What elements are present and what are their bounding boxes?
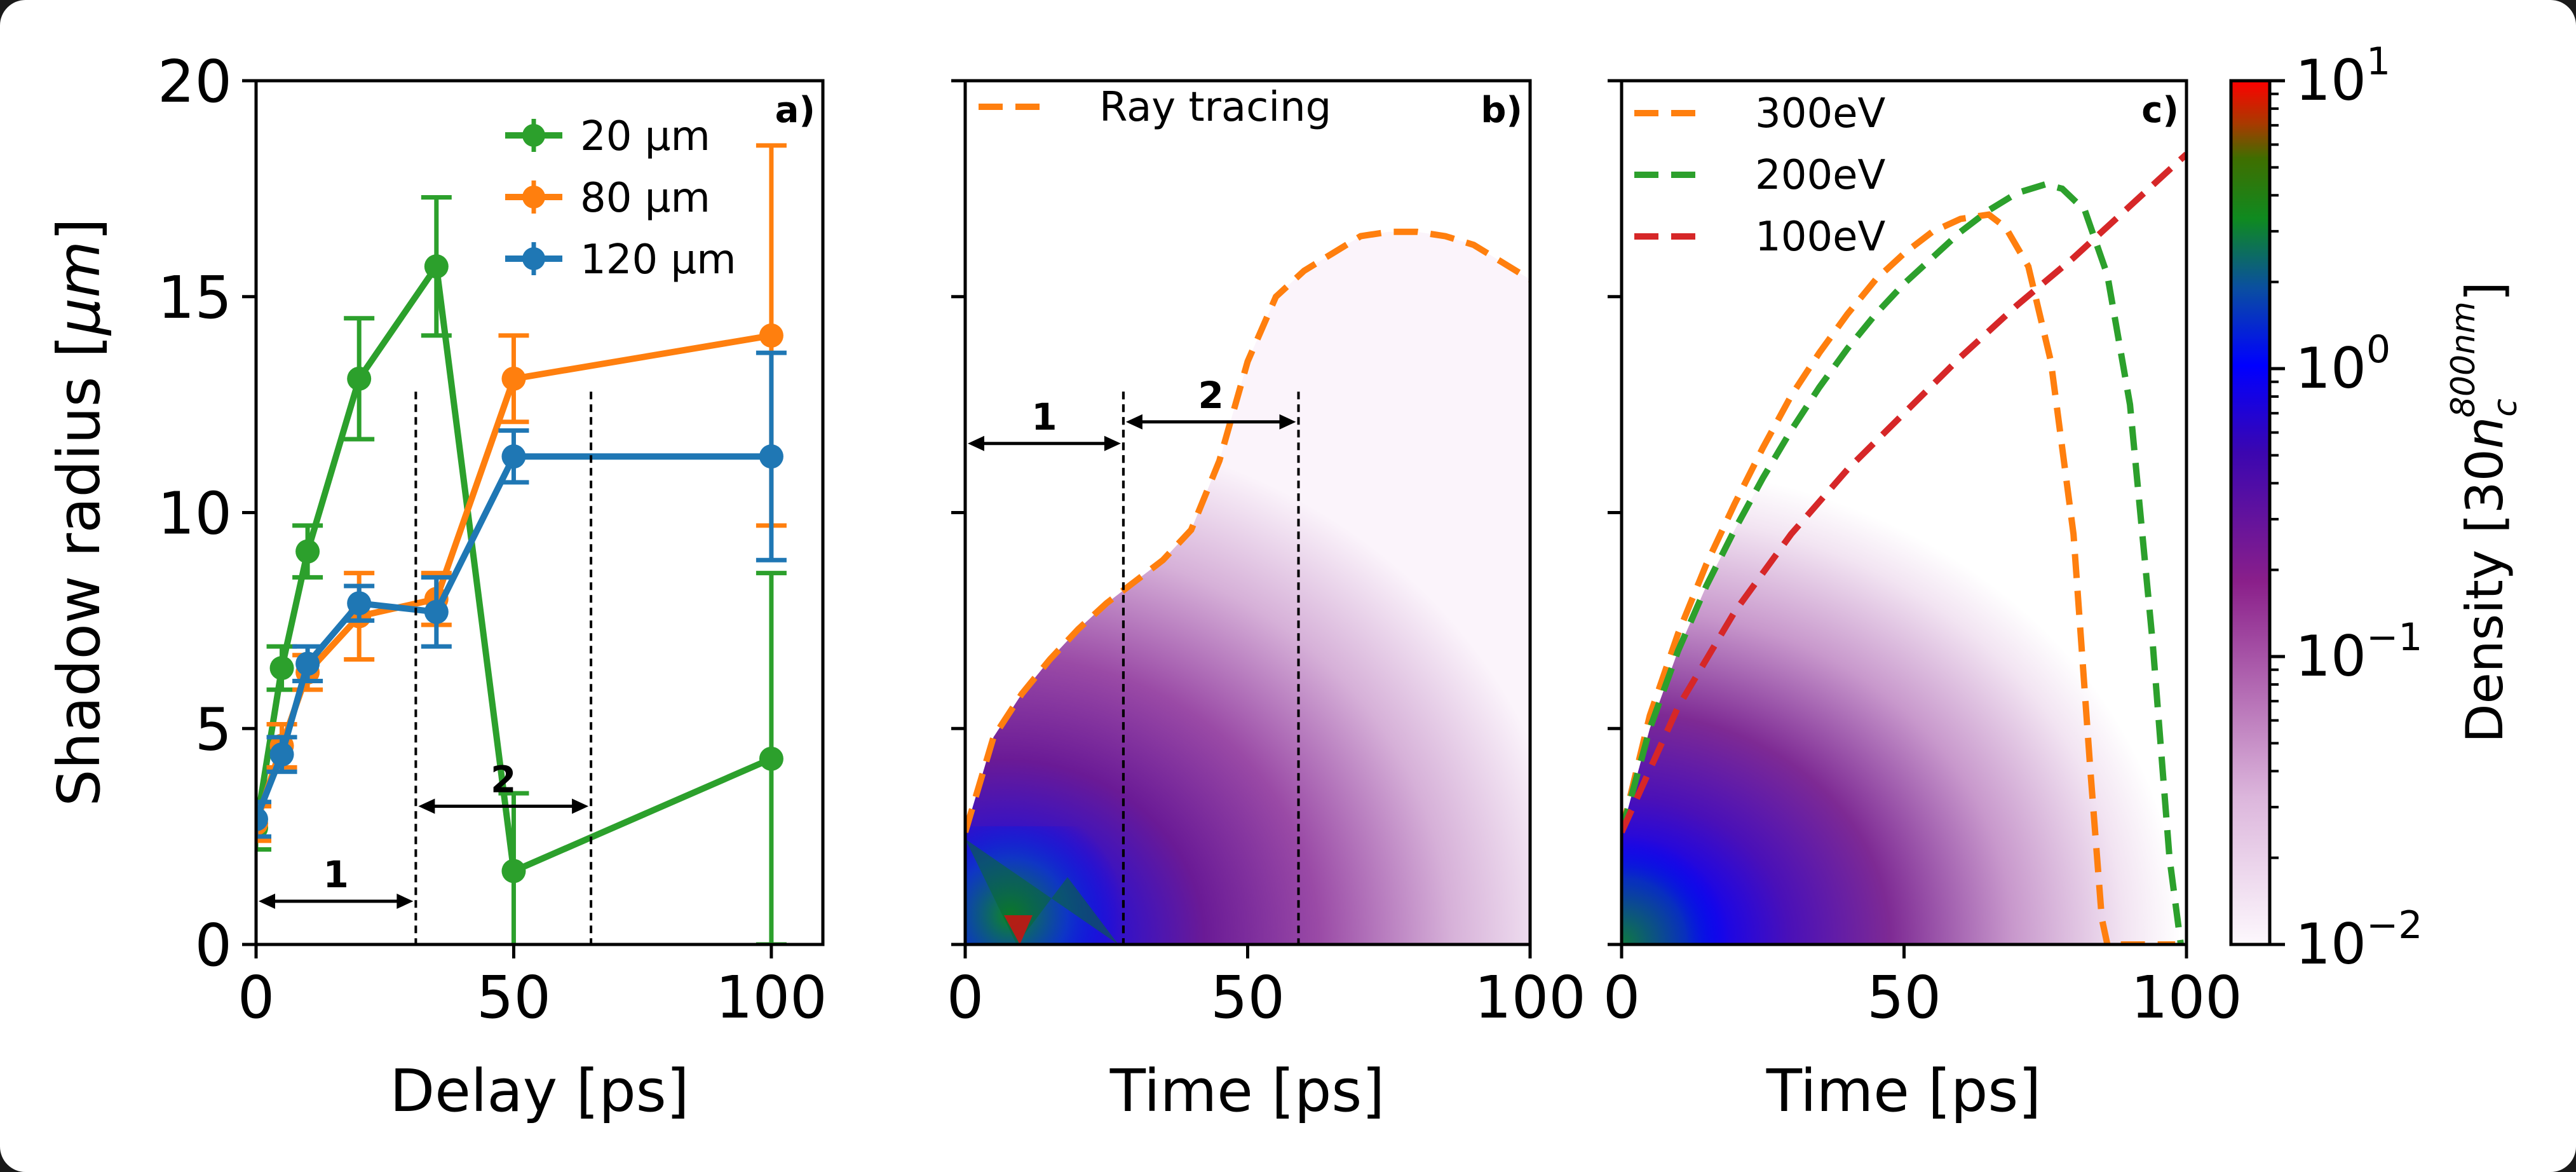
- y-tick-label: 0: [194, 911, 232, 979]
- y-tick-label: 10: [158, 480, 232, 548]
- colorbar-tick-label: 100: [2295, 327, 2390, 401]
- data-point[interactable]: [295, 539, 320, 564]
- annotation-label: 2: [1198, 374, 1224, 417]
- legend-label: 20 μm: [580, 113, 710, 160]
- series-line: [1622, 181, 2185, 944]
- panel-a-x-axis-label: Delay [ps]: [390, 1057, 689, 1125]
- legend-label: 80 μm: [580, 175, 710, 222]
- data-point[interactable]: [347, 366, 372, 391]
- arrow-head: [1279, 414, 1296, 430]
- legend-label: 300eV: [1755, 90, 1886, 137]
- data-point[interactable]: [501, 859, 526, 883]
- x-tick-label: 100: [1474, 964, 1586, 1032]
- legend-label: 100eV: [1755, 214, 1886, 261]
- arrow-head: [397, 894, 414, 910]
- arrow-head: [968, 435, 984, 451]
- colorbar: 101 100 10−1 10−2 Density [30nc800nm]: [2229, 39, 2525, 977]
- data-point[interactable]: [501, 444, 526, 469]
- panel-b-density-map: [965, 81, 1530, 944]
- data-point[interactable]: [269, 656, 294, 681]
- annotation-label: 2: [491, 758, 516, 801]
- y-tick-label: 20: [158, 48, 232, 116]
- x-tick-label: 50: [1210, 964, 1285, 1032]
- y-tick-label: 5: [194, 695, 232, 763]
- series-line: [1622, 211, 2176, 944]
- x-tick-label: 0: [1603, 964, 1641, 1032]
- colorbar-ticks: 101 100 10−1 10−2: [2270, 39, 2422, 977]
- x-tick-label: 100: [2131, 964, 2242, 1032]
- x-tick-label: 0: [947, 964, 984, 1032]
- arrow-head: [572, 798, 589, 814]
- colorbar-label: Density [30nc800nm]: [2444, 282, 2525, 743]
- arrow-head: [1125, 414, 1142, 430]
- panel-a-label: a): [775, 90, 815, 131]
- panel-b-axes: 0 50 100: [947, 79, 1586, 1032]
- legend-label: Ray tracing: [1099, 84, 1331, 131]
- x-tick-label: 0: [238, 964, 275, 1032]
- annotation-label: 1: [323, 853, 349, 896]
- colorbar-tick-label: 10−1: [2295, 615, 2422, 689]
- legend-marker: [522, 186, 545, 208]
- data-point[interactable]: [244, 807, 268, 831]
- series-line: [965, 228, 1530, 833]
- colorbar-frame: [2229, 79, 2272, 946]
- y-tick-label: 15: [158, 264, 232, 332]
- x-tick-label: 100: [715, 964, 827, 1032]
- panel-a-plot-area: 12: [244, 143, 787, 944]
- data-point[interactable]: [295, 651, 320, 676]
- x-tick-label: 50: [477, 964, 551, 1032]
- panel-a-legend[interactable]: 20 μm 80 μm 120 μm: [505, 113, 736, 283]
- panel-c-axes: 0 50 100: [1603, 79, 2242, 1032]
- data-point[interactable]: [424, 599, 449, 624]
- data-point[interactable]: [759, 746, 783, 771]
- arrow-head: [418, 798, 435, 814]
- annotation-label: 1: [1031, 395, 1057, 439]
- panel-c-legend[interactable]: 300eV 200eV 100eV: [1634, 90, 1886, 261]
- arrow-head: [259, 894, 275, 910]
- panel-c-x-axis-label: Time [ps]: [1766, 1057, 2042, 1125]
- x-tick-label: 50: [1867, 964, 1941, 1032]
- legend-marker: [522, 247, 545, 270]
- legend-label: 200eV: [1755, 152, 1886, 199]
- panel-c-plot-area: [1622, 151, 2186, 944]
- panel-a-y-axis-label: Shadow radius [μm]: [45, 218, 113, 807]
- panel-c-density-map: [1622, 81, 2186, 944]
- data-point[interactable]: [424, 254, 449, 279]
- panel-c: 0 50 100 c) 300eV 200eV 100eV Time [ps]: [1603, 79, 2242, 1125]
- legend-marker: [522, 124, 545, 147]
- panel-c-label: c): [2141, 90, 2179, 131]
- colorbar-tick-label: 10−2: [2295, 903, 2422, 977]
- data-point[interactable]: [501, 366, 526, 391]
- legend-label: 120 μm: [580, 236, 736, 283]
- data-point[interactable]: [759, 323, 783, 348]
- colorbar-gradient: [2231, 81, 2270, 944]
- panel-b-x-axis-label: Time [ps]: [1109, 1057, 1385, 1125]
- data-point[interactable]: [347, 591, 372, 616]
- data-point[interactable]: [269, 742, 294, 767]
- panel-b-legend[interactable]: Ray tracing: [979, 84, 1331, 131]
- panel-a-axes: 0 50 100 0 5 10 15 20: [158, 48, 827, 1032]
- panel-b-label: b): [1481, 90, 1522, 131]
- arrow-head: [1104, 435, 1121, 451]
- colorbar-tick-label: 101: [2295, 39, 2390, 113]
- data-point[interactable]: [759, 444, 783, 469]
